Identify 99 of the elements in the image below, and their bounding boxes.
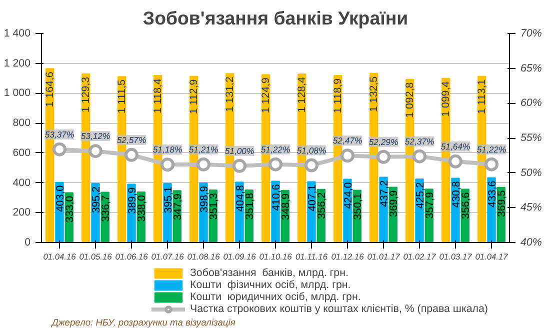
data-label: 53,37% [44, 129, 74, 140]
y2-tick-label: 45% [520, 202, 542, 214]
data-label: 1 164,6 [44, 72, 56, 108]
data-label: 369,9 [388, 190, 400, 217]
data-label: 1 118,9 [332, 78, 344, 114]
x-tick-label: 01.03.17 [439, 252, 472, 262]
y-tick-label: 200 [12, 206, 31, 219]
y2-tick-label: 55% [520, 132, 542, 144]
data-label: 347,9 [172, 193, 184, 220]
data-label: 1 132,5 [368, 76, 380, 112]
data-label: 395,1 [162, 186, 174, 214]
data-label: 52,37% [404, 136, 434, 146]
point [484, 157, 498, 172]
data-label: 51,08% [296, 145, 326, 156]
data-label: 424,0 [342, 182, 354, 209]
x-tick-label: 01.09.16 [223, 252, 256, 262]
point [340, 148, 354, 163]
point [412, 149, 426, 164]
data-label: 433,6 [486, 180, 498, 208]
legend-label: Частка строкових коштів у коштах клієнтів, % (права шкала) [190, 303, 488, 315]
y-tick-label: 1 200 [4, 57, 31, 70]
data-label: 51,00% [224, 146, 254, 156]
point [160, 158, 174, 172]
data-label: 51,21% [188, 144, 218, 154]
data-label: 389,9 [126, 187, 138, 214]
x-tick-label: 01.10.16 [259, 252, 292, 262]
data-label: 395,2 [90, 186, 102, 214]
x-tick-label: 01.06.16 [115, 252, 148, 262]
data-label: 333,0 [64, 196, 76, 222]
legend-label: Кошти юридичних осіб, млрд. грн. [190, 291, 361, 303]
legend-label: Кошти фізичних осіб, млрд. грн. [190, 279, 351, 291]
x-tick-label: 01.07.16 [151, 252, 184, 262]
data-label: 1 128,4 [296, 76, 308, 113]
point [268, 157, 282, 172]
data-label: 356,2 [316, 192, 328, 219]
data-label: 52,47% [332, 136, 362, 146]
y2-tick-label: 50% [520, 166, 542, 179]
text: Джерело: НБУ, розрахунки та візуалізація [50, 318, 236, 328]
data-label: 1 099,4 [440, 81, 452, 117]
x-tick-label: 01.11.16 [296, 252, 328, 262]
data-label: 53,12% [80, 131, 110, 142]
y2-tick-label: 65% [520, 62, 542, 74]
point [376, 150, 390, 164]
data-label: 357,9 [424, 192, 436, 219]
point [88, 144, 102, 158]
point [448, 154, 462, 168]
y-tick-label: 1 000 [4, 87, 31, 100]
point [124, 148, 138, 162]
data-label: 430,8 [450, 181, 462, 208]
legend-label: Зобов'язання банків, млрд. грн. [190, 267, 348, 279]
data-label: 369,5 [496, 190, 508, 218]
data-label: 51,64% [440, 141, 470, 152]
data-label: 410,6 [270, 184, 282, 211]
point [304, 158, 318, 172]
data-label: 338,0 [136, 194, 148, 222]
x-tick-label: 01.08.16 [187, 252, 220, 262]
data-label: 1 131,2 [224, 76, 236, 112]
x-tick-label: 01.12.16 [331, 252, 364, 262]
y2-tick-label: 60% [520, 97, 542, 110]
point [52, 142, 66, 156]
data-label: 52,57% [116, 134, 146, 145]
data-label: 404,8 [234, 184, 246, 212]
x-tick-label: 01.01.17 [367, 252, 400, 262]
data-label: 351,8 [244, 192, 256, 220]
point [232, 158, 246, 173]
data-label: 51,22% [476, 144, 506, 154]
y-tick-label: 1 400 [4, 28, 31, 40]
data-label: 407,1 [306, 184, 318, 212]
data-label: 1 111,5 [116, 79, 128, 114]
data-label: 1 118,4 [152, 78, 164, 114]
y2-tick-label: 70% [520, 28, 542, 40]
data-label: 356,6 [460, 192, 472, 219]
data-label: 1 112,9 [188, 79, 200, 114]
y-tick-label: 400 [12, 176, 31, 189]
data-label: 1 113,1 [476, 79, 488, 114]
data-label: 52,29% [368, 136, 398, 147]
data-label: 1 092,8 [404, 82, 416, 118]
data-label: 1 124,9 [260, 77, 272, 114]
x-tick-label: 01.04.17 [475, 252, 508, 262]
x-tick-label: 01.04.16 [43, 252, 76, 262]
data-label: 351,3 [208, 192, 220, 220]
y-tick-label: 800 [12, 117, 31, 130]
y-tick-label: 0 [24, 236, 31, 248]
y2-tick-label: 40% [520, 236, 542, 248]
data-label: 437,2 [378, 180, 390, 207]
chart-title: Зобов'язання банків України [142, 8, 408, 28]
data-label: 336,7 [100, 195, 112, 222]
data-label: 425,2 [414, 182, 426, 209]
y-tick-label: 600 [12, 146, 31, 159]
data-label: 1 129,3 [80, 76, 92, 112]
data-label: 51,22% [260, 144, 290, 154]
data-label: 350,1 [352, 193, 364, 220]
point [196, 157, 210, 172]
data-label: 403,0 [54, 185, 66, 212]
x-tick-label: 01.05.16 [79, 252, 112, 262]
data-label: 348,9 [280, 193, 292, 220]
data-label: 51,18% [152, 144, 182, 155]
x-tick-label: 01.02.17 [403, 252, 436, 262]
data-label: 398,9 [198, 186, 210, 213]
